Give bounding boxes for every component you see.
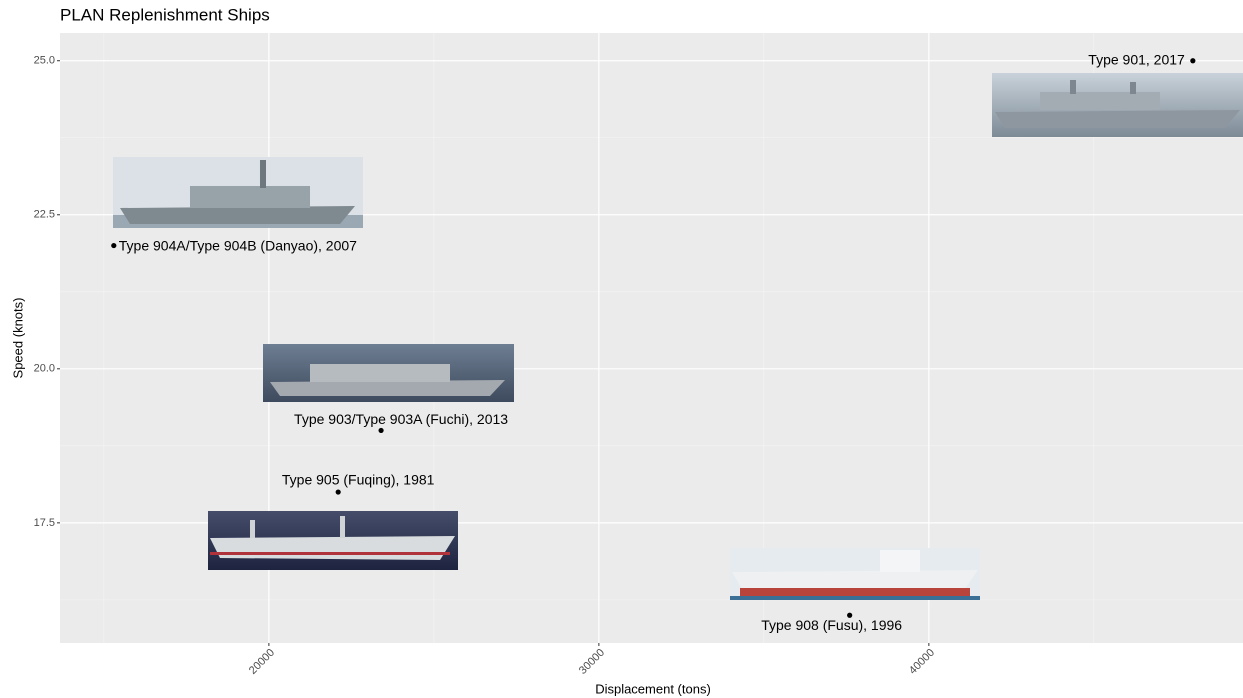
point [1190,58,1196,64]
ship-photo [730,548,980,600]
point-label: Type 903/Type 903A (Fuchi), 2013 [294,411,508,427]
point-label: Type 901, 2017 [1088,51,1185,67]
ship-photos [113,73,1243,600]
x-tick-label: 40000 [907,647,937,677]
point [378,427,384,434]
point [335,489,341,495]
ship-photo [208,511,458,570]
y-axis-title: Speed (knots) [10,298,25,379]
y-tick-label: 25.0 [34,55,55,67]
ship-photo [992,73,1243,137]
ship-photo [263,344,514,402]
point [847,612,853,618]
x-tick-label: 30000 [577,647,607,677]
y-tick-label: 17.5 [34,517,55,529]
point-label: Type 904A/Type 904B (Danyao), 2007 [119,237,357,253]
point [111,242,117,249]
ship-photo [113,157,363,228]
point-label: Type 905 (Fuqing), 1981 [282,472,435,488]
x-axis-title: Displacement (tons) [595,681,711,696]
x-tick-label: 20000 [247,647,277,677]
point-label: Type 908 (Fusu), 1996 [761,617,902,633]
chart-title: PLAN Replenishment Ships [60,5,270,24]
y-tick-label: 22.5 [34,209,55,221]
y-tick-label: 20.0 [34,363,55,375]
